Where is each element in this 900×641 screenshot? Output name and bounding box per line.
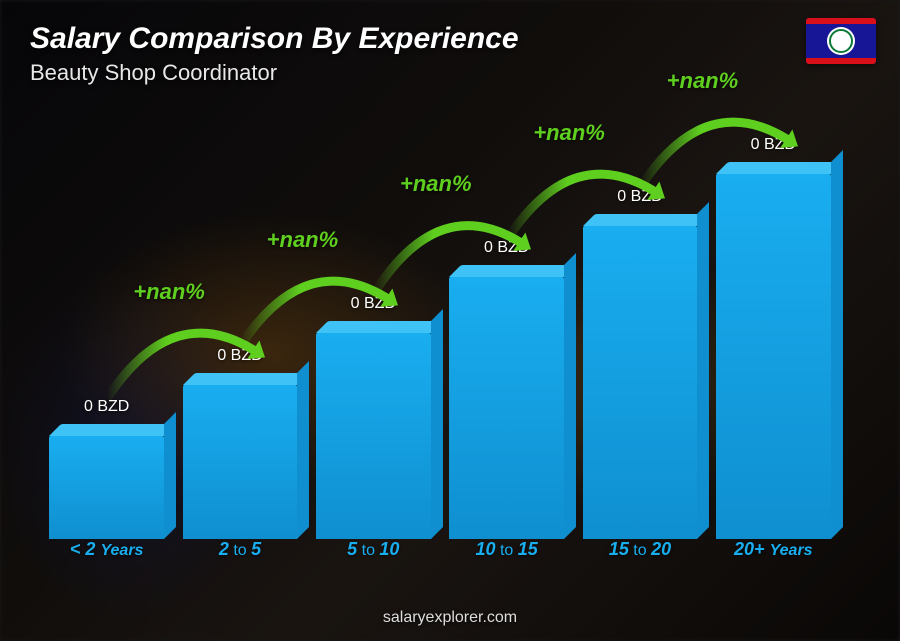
bar-shape xyxy=(716,174,831,539)
x-axis-labels: < 2 Years2 to 55 to 1010 to 1515 to 2020… xyxy=(40,539,840,571)
bar-value-label: 0 BZD xyxy=(573,188,706,206)
bar-shape xyxy=(583,226,698,539)
increase-label-0: +nan% xyxy=(133,279,205,305)
x-label-2: 5 to 10 xyxy=(307,539,440,571)
footer-attribution: salaryexplorer.com xyxy=(0,609,900,627)
bar-value-label: 0 BZD xyxy=(707,136,840,154)
increase-label-1: +nan% xyxy=(267,227,339,253)
bar-value-label: 0 BZD xyxy=(40,398,173,416)
bar-shape xyxy=(49,436,164,539)
x-label-0: < 2 Years xyxy=(40,539,173,571)
increase-label-3: +nan% xyxy=(533,120,605,146)
x-label-3: 10 to 15 xyxy=(440,539,573,571)
bar-1: 0 BZD xyxy=(173,110,306,539)
bar-value-label: 0 BZD xyxy=(307,295,440,313)
bar-5: 0 BZD xyxy=(707,110,840,539)
flag-icon xyxy=(806,18,876,64)
increase-label-2: +nan% xyxy=(400,171,472,197)
chart-subtitle: Beauty Shop Coordinator xyxy=(30,60,277,86)
bar-shape xyxy=(449,277,564,539)
bar-4: 0 BZD xyxy=(573,110,706,539)
bar-shape xyxy=(316,333,431,539)
country-flag-belize xyxy=(806,18,876,64)
bar-0: 0 BZD xyxy=(40,110,173,539)
chart-title: Salary Comparison By Experience xyxy=(30,22,519,56)
bar-value-label: 0 BZD xyxy=(173,347,306,365)
increase-label-4: +nan% xyxy=(667,68,739,94)
bar-chart: 0 BZD 0 BZD 0 BZD 0 BZD 0 BZD 0 BZD < 2 Years… xyxy=(40,110,840,571)
infographic-container: Salary Comparison By Experience Beauty S… xyxy=(0,0,900,641)
x-label-5: 20+ Years xyxy=(707,539,840,571)
x-label-4: 15 to 20 xyxy=(573,539,706,571)
bar-shape xyxy=(183,385,298,539)
x-label-1: 2 to 5 xyxy=(173,539,306,571)
bar-value-label: 0 BZD xyxy=(440,239,573,257)
